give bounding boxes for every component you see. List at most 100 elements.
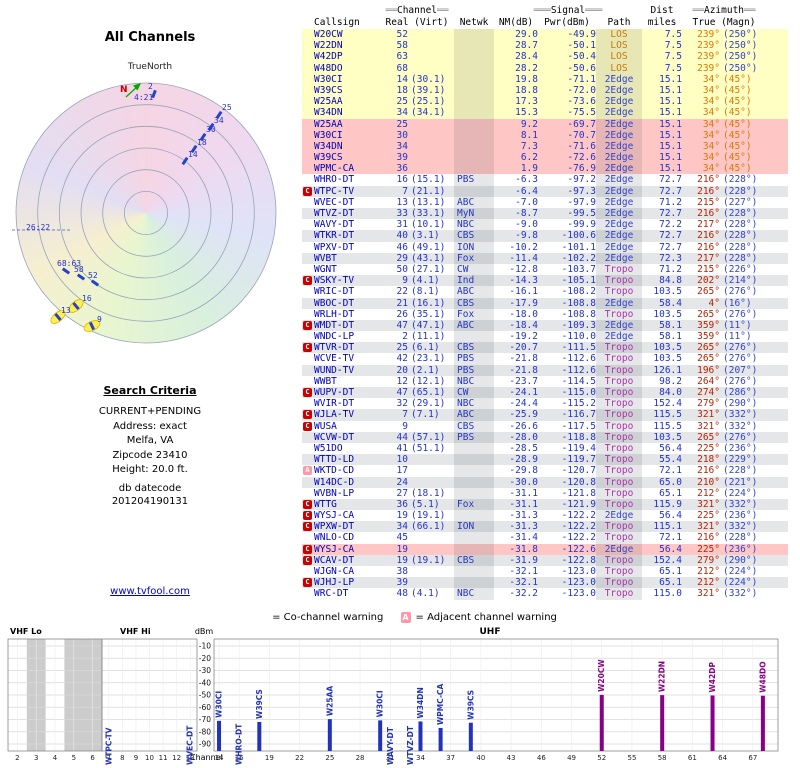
polar-channel-label[interactable]: 34 — [214, 116, 224, 125]
table-row[interactable]: WVEC-DT 13 (13.1) ABC -7.0 -97.9 2Edge 71.2 215°… — [302, 196, 788, 208]
table-row[interactable]: WBOC-DT 21 (16.1) CBS -17.9 -108.8 2Edge 58.4 4°… — [302, 297, 788, 309]
table-row[interactable]: A WKTD-CD 17 -29.8 -120.7 Tropo 72.1 216° (228°) — [302, 465, 788, 477]
magnetic-azimuth-cell: (236°) — [723, 543, 758, 555]
signal-bar[interactable] — [599, 694, 604, 751]
polar-channel-label[interactable]: 16 — [82, 294, 92, 303]
table-row[interactable]: WWBT 12 (12.1) NBC -23.7 -114.5 Tropo 98.2 264°(… — [302, 375, 788, 387]
real-channel-cell: 27 — [396, 487, 408, 499]
table-row[interactable]: WTTD-LD 10 -28.9 -119.7 Tropo 55.4 218° (229°) — [302, 454, 788, 466]
tvfool-link[interactable]: www.tvfool.com — [110, 586, 190, 597]
table-row[interactable]: WVIR-DT 32 (29.1) NBC -24.4 -115.2 Tropo 152.4 2… — [302, 398, 788, 410]
table-row[interactable]: WHRO-DT 16 (15.1) PBS -6.3 -97.2 2Edge 72.7 216°… — [302, 174, 788, 186]
x-tick-label: 67 — [748, 754, 757, 762]
station-marker[interactable] — [199, 133, 207, 141]
true-azimuth-cell: 215° — [697, 196, 720, 208]
station-marker[interactable] — [215, 111, 223, 119]
station-marker[interactable] — [91, 279, 99, 287]
table-row[interactable]: WJGN-CA 38 -32.1 -123.0 Tropo 65.1 212° (224°) — [302, 566, 788, 578]
signal-bar[interactable] — [438, 727, 443, 751]
adjacent-channel-warning-icon: A — [400, 612, 411, 623]
table-row[interactable]: WRLH-DT 26 (35.1) Fox -18.0 -108.8 Tropo 103.5 2… — [302, 308, 788, 320]
table-row[interactable]: C WUSA 9 CBS -26.6 -117.5 Tropo 115.5 321° (332°) — [302, 420, 788, 432]
table-row[interactable]: C WJLA-TV 7 (7.1) ABC -25.9 -116.7 Tropo 115.5 32… — [302, 409, 788, 421]
station-marker[interactable] — [72, 302, 80, 310]
polar-channel-label[interactable]: 4:21 — [134, 93, 153, 102]
table-row[interactable]: WTKR-DT 40 (3.1) CBS -9.8 -100.6 2Edge 72.7 216°… — [302, 230, 788, 242]
polar-channel-label[interactable]: 2 — [148, 82, 153, 91]
table-row[interactable]: C WCAV-DT 19 (19.1) CBS -31.9 -122.8 Tropo 152.4… — [302, 554, 788, 566]
signal-bar[interactable] — [760, 695, 765, 751]
signal-bar[interactable] — [378, 720, 383, 751]
magnetic-azimuth-cell: (228°) — [723, 241, 758, 253]
virtual-channel-cell: (30.1) — [411, 73, 446, 85]
signal-bar[interactable] — [468, 722, 473, 751]
table-row[interactable]: WPXV-DT 46 (49.1) ION -10.2 -101.1 2Edge 72.7 21… — [302, 241, 788, 253]
table-row[interactable]: C WTTG 36 (5.1) Fox -31.1 -121.9 Tropo 115.9 321°… — [302, 498, 788, 511]
table-row[interactable]: C WSKY-TV 9 (4.1) Ind -14.3 -105.1 Tropo 84.8 202… — [302, 275, 788, 287]
station-marker[interactable] — [181, 157, 189, 165]
station-marker[interactable] — [89, 321, 95, 331]
polar-channel-label[interactable]: 30 — [206, 125, 216, 134]
polar-channel-label[interactable]: 25 — [222, 103, 232, 112]
table-row[interactable]: C WTPC-TV 7 (21.1) -6.4 -97.3 2Edge 72.7 216° (22… — [302, 185, 788, 197]
signal-bar[interactable] — [660, 695, 665, 751]
signal-bar[interactable] — [327, 719, 332, 751]
station-marker[interactable] — [77, 273, 85, 281]
table-row[interactable]: W34DN 34 (34.1) 15.3 -75.5 2Edge 15.1 34° (45°) — [302, 107, 788, 119]
table-row[interactable]: WUND-TV 20 (2.1) PBS -21.8 -112.6 Tropo 126.1 19… — [302, 364, 788, 376]
table-row[interactable]: C WUPV-DT 47 (65.1) CW -24.1 -115.0 Tropo 84.0 27… — [302, 387, 788, 399]
table-row[interactable]: WRC-DT 48 (4.1) NBC -32.2 -123.0 Tropo 115.0 321… — [302, 588, 788, 600]
polar-channel-label[interactable]: 9 — [97, 315, 102, 324]
table-row[interactable]: WTVZ-DT 33 (33.1) MyN -8.7 -99.5 2Edge 72.7 216°… — [302, 208, 788, 220]
polar-channel-label[interactable]: 18 — [197, 138, 207, 147]
table-row[interactable]: C WYSJ-CA 19 -31.8 -122.6 2Edge 56.4 225° (236°) — [302, 543, 788, 555]
table-row[interactable]: W20CW 52 29.0 -49.9 LOS 7.5 239° (250°) — [302, 29, 788, 41]
table-row[interactable]: W30CI 30 8.1 -70.7 2Edge 15.1 34° (45°) — [302, 129, 788, 141]
table-row[interactable]: WCVW-DT 44 (57.1) PBS -28.0 -118.8 Tropo 103.5 2… — [302, 431, 788, 443]
signal-bar[interactable] — [710, 695, 715, 751]
table-row[interactable]: W51DO 41 (51.1) -28.5 -119.4 Tropo 56.4 225° (23… — [302, 442, 788, 455]
table-row[interactable]: W30CI 14 (30.1) 19.8 -71.1 2Edge 15.1 34° (45°) — [302, 73, 788, 85]
polar-channel-label[interactable]: 13 — [61, 306, 71, 315]
polar-channel-label[interactable]: 58 — [74, 265, 84, 274]
table-row[interactable]: WAVY-DT 31 (10.1) NBC -9.0 -99.9 2Edge 72.2 217°… — [302, 219, 788, 231]
table-row[interactable]: WNLO-CD 45 -31.4 -122.2 Tropo 72.1 216° (228°) — [302, 532, 788, 544]
table-row[interactable]: WVBT 29 (43.1) Fox -11.4 -102.2 2Edge 72.3 217°(… — [302, 252, 788, 264]
table-row[interactable]: C WJHJ-LP 39 -32.1 -123.0 Tropo 65.1 212° (224°) — [302, 577, 788, 589]
table-row[interactable]: W25AA 25 9.2 -69.7 2Edge 15.1 34° (45°) — [302, 118, 788, 130]
table-row[interactable]: W25AA 25 (25.1) 17.3 -73.6 2Edge 15.1 34° (45°) — [302, 96, 788, 108]
station-marker[interactable] — [54, 313, 62, 321]
polar-channel-label[interactable]: 52 — [88, 271, 98, 280]
callsign-cell: WTPC-TV — [314, 185, 355, 197]
signal-bar-label: W30CI — [215, 691, 224, 718]
table-row[interactable]: WGNT 50 (27.1) CW -12.8 -103.7 Tropo 71.2 215° (2… — [302, 263, 788, 276]
polar-channel-label[interactable]: 26:22 — [26, 223, 50, 232]
station-marker[interactable] — [190, 145, 198, 153]
true-azimuth-cell: 216° — [697, 185, 720, 197]
table-row[interactable]: C WPXW-DT 34 (66.1) ION -31.3 -122.2 Tropo 115.1… — [302, 521, 788, 533]
station-marker[interactable] — [151, 89, 157, 99]
table-row[interactable]: W22DN 58 28.7 -50.1 LOS 7.5 239° (250°) — [302, 40, 788, 52]
table-row[interactable]: WVBN-LP 27 (18.1) -31.1 -121.8 Tropo 65.1 212°(… — [302, 487, 788, 499]
table-row[interactable]: W34DN 34 7.3 -71.6 2Edge 15.1 34° (45°) — [302, 140, 788, 153]
signal-bar[interactable] — [217, 720, 222, 751]
polar-channel-label[interactable]: 14 — [188, 150, 198, 159]
table-row[interactable]: WPMC-CA 36 1.9 -76.9 2Edge 15.1 34° (45°) — [302, 163, 788, 175]
signal-bar[interactable] — [257, 721, 262, 751]
table-row[interactable]: W42DP 63 28.4 -50.4 LOS 7.5 239° (250°) — [302, 51, 788, 63]
table-row[interactable]: C WMDT-DT 47 (47.1) ABC -18.4 -109.3 2Edge 58.1 3… — [302, 319, 788, 332]
table-row[interactable]: C WYSJ-CA 19 (19.1) -31.3 -122.2 2Edge 56.4 225°… — [302, 510, 788, 522]
table-row[interactable]: W14DC-D 24 -30.0 -120.8 Tropo 65.0 210° (221°) — [302, 476, 788, 488]
table-row[interactable]: WCVE-TV 42 (23.1) PBS -21.8 -112.6 Tropo 103.5 2… — [302, 353, 788, 365]
table-row[interactable]: W48DO 68 28.2 -50.6 LOS 7.5 239° (250°) — [302, 62, 788, 74]
real-channel-cell: 25 — [396, 342, 408, 354]
polar-channel-label[interactable]: 68:63 — [57, 259, 81, 268]
station-marker[interactable] — [207, 123, 215, 131]
table-row[interactable]: WNDC-LP 2 (11.1) -19.2 -110.0 2Edge 58.1 359° (1… — [302, 331, 788, 343]
table-row[interactable]: WRIC-DT 22 (8.1) ABC -16.1 -108.2 Tropo 103.5 26… — [302, 286, 788, 298]
table-row[interactable]: W39CS 18 (39.1) 18.8 -72.0 2Edge 15.1 34° (45°) — [302, 84, 788, 97]
signal-bar[interactable] — [418, 721, 423, 751]
table-row[interactable]: W39CS 39 6.2 -72.6 2Edge 15.1 34° (45°) — [302, 152, 788, 164]
station-marker[interactable] — [62, 267, 70, 275]
table-row[interactable]: C WTVR-DT 25 (6.1) CBS -20.7 -111.5 Tropo 103.5 2… — [302, 342, 788, 354]
